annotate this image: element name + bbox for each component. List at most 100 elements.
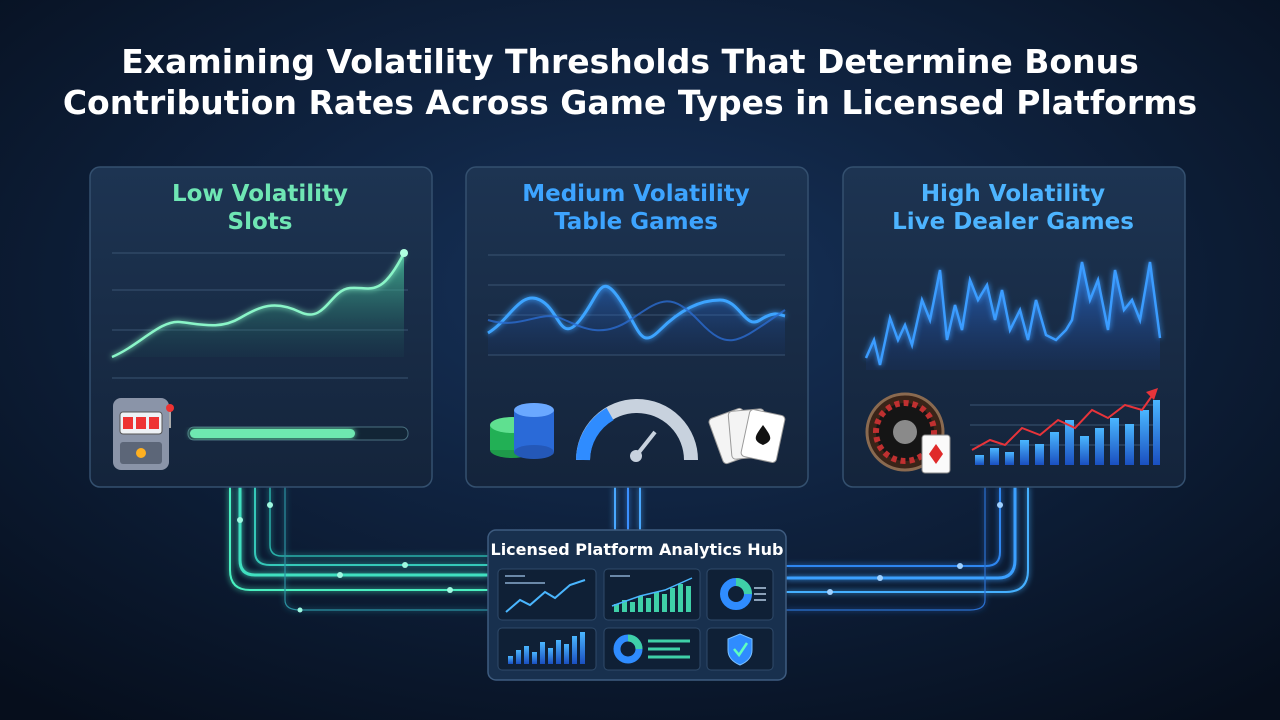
bar-part [1035,444,1044,465]
connector-part [786,487,1017,580]
bar-part [1125,424,1134,465]
connector-part [238,487,488,577]
card-title: Table Games [554,209,718,235]
gauge-icon [576,399,698,462]
connector-part [786,487,1001,567]
slot-icon-part [136,417,146,429]
connector-part [786,487,986,611]
cards-icon [708,407,786,465]
card: High Volatility Live Dealer Games [842,166,1186,488]
analytics-hub-part [611,577,693,607]
connector-part [269,487,488,557]
analytics-hub-part-part [670,588,675,612]
analytics-hub-part [614,584,691,612]
roulette-icon [865,392,951,474]
line [864,261,1162,366]
analytics-hub-part-part [540,642,545,664]
chips-icon-part [514,403,554,417]
analytics-hub-part-part [638,596,643,612]
bar-part [1095,428,1104,465]
analytics-hub-part [505,579,586,613]
connector-part [786,487,1029,593]
connector-part [229,487,488,591]
connector-node-part [402,562,408,568]
connector-node-part [827,589,833,595]
trend-arrow [1146,388,1158,400]
roulette-icon-part [929,444,943,464]
card: Medium Volatility Table Games [465,166,809,488]
analytics-hub-part-part [580,632,585,664]
analytics-hub-part-part [614,604,619,612]
connector-node-part [267,502,273,508]
card-title: Medium Volatility [522,181,750,207]
analytics-hub-part [754,587,766,601]
card-title: High Volatility [921,181,1105,207]
card: Low Volatility Slots [89,166,433,488]
slot-icon-part [123,417,133,429]
connector-node-part [957,563,963,569]
point [400,249,408,257]
analytics-hub-part-part [497,627,597,671]
analytics-hub-part-part [603,568,701,621]
analytics-hub-part-part [646,598,651,612]
analytics-hub-part-part [508,656,513,664]
analytics-hub-part [505,575,630,584]
bar-part [1153,400,1160,465]
bar-part [1005,452,1014,465]
slot-icon-part [166,404,174,412]
connector-node-part [447,587,453,593]
analytics-hub-part [733,642,749,658]
area [112,253,404,357]
bar [975,400,1160,465]
analytics-hub-part-part [532,652,537,664]
bar-part [1050,432,1059,465]
analytics-hub-part-part [564,644,569,664]
line [487,284,786,340]
chips-icon-part [514,445,554,459]
hub-title: Licensed Platform Analytics Hub [491,540,784,559]
bar-part [1080,436,1089,465]
analytics-hub: Licensed Platform Analytics Hub [487,529,787,681]
analytics-hub-part-part [662,594,667,612]
card-title: Low Volatility [172,181,348,207]
analytics-hub-part-part [686,586,691,612]
analytics-hub-part-part [556,640,561,664]
analytics-hub-part [648,639,690,659]
card-title: Slots [228,209,293,235]
progress-fill [190,429,355,438]
analytics-hub-part [627,634,643,650]
analytics-hub-part-part [524,646,529,664]
connector-node-part [337,572,343,578]
slot-icon-part [136,448,146,458]
bar-part [1110,418,1119,465]
line [487,300,786,342]
analytics-hub-part [508,632,585,664]
connector-node-part [877,575,883,581]
gauge-icon-part [576,407,614,461]
slot-icon-part [149,417,159,429]
analytics-hub-part-part [548,648,553,664]
bar-part [990,448,999,465]
connector-node-part [297,607,303,613]
analytics-hub-part-part [706,568,774,621]
analytics-hub-part [735,578,752,595]
cards-icon-part [755,425,771,445]
analytics-hub-part-part [630,602,635,612]
connector-node-part [997,502,1003,508]
connector [229,487,1029,611]
title-line: Examining Volatility Thresholds That Det… [121,42,1138,81]
analytics-hub-part-part [497,568,597,621]
bar-part [1020,440,1029,465]
connector-node [237,502,1003,613]
bar-part [1140,410,1149,465]
title-line: Contribution Rates Across Game Types in … [63,83,1197,122]
area [488,286,785,355]
analytics-hub-part-part [572,636,577,664]
analytics-hub-part-part [516,650,521,664]
bar-part [1065,420,1074,465]
gauge-icon-part [630,450,642,462]
roulette-icon-part [893,420,917,444]
slot-icon [113,398,174,470]
analytics-hub-part [727,633,753,666]
